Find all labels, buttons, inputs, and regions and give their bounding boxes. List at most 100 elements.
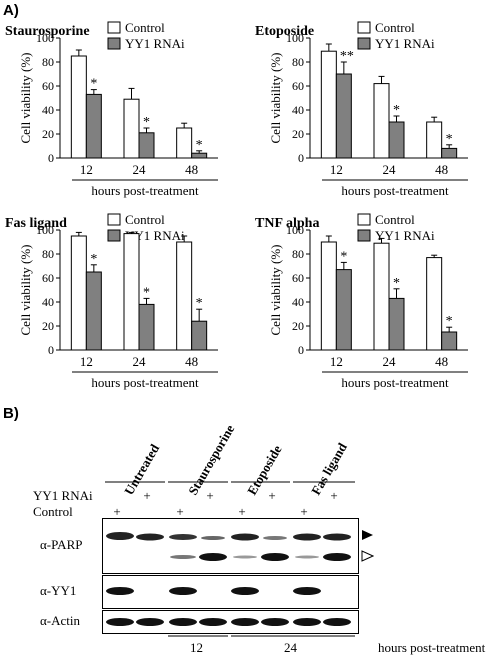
bar — [70, 235, 87, 351]
y-tick-label: 20 — [42, 319, 54, 333]
band — [106, 587, 134, 595]
y-tick-label: 80 — [42, 55, 54, 69]
time-caption: hours post-treatment — [378, 640, 486, 655]
x-axis-label: hours post-treatment — [341, 375, 449, 390]
band — [170, 555, 196, 559]
bar — [176, 241, 193, 351]
y-axis-label: Cell viability (%) — [268, 53, 283, 144]
significance-marker: * — [340, 249, 347, 264]
band — [261, 553, 289, 561]
y-tick-label: 20 — [42, 127, 54, 141]
significance-marker: * — [143, 115, 150, 130]
parp-blot — [102, 518, 359, 574]
legend-swatch — [107, 21, 121, 34]
y-tick-label: 40 — [292, 295, 304, 309]
y-tick-label: 100 — [286, 31, 304, 45]
band — [293, 618, 321, 626]
parp-arrows — [361, 530, 374, 562]
band — [231, 533, 259, 541]
legend-label: Control — [125, 212, 165, 227]
y-tick-label: 40 — [42, 295, 54, 309]
y-axis-label: Cell viability (%) — [18, 53, 33, 144]
bar — [123, 233, 140, 351]
bar — [426, 121, 443, 159]
band — [199, 553, 227, 561]
time-label-12: 12 — [190, 640, 203, 655]
legend-swatch — [107, 229, 121, 242]
bar — [441, 147, 458, 159]
legend-label: Control — [125, 20, 165, 35]
lane-sign: + — [206, 488, 214, 503]
band — [323, 533, 351, 541]
bar — [388, 121, 405, 159]
control-signs: + + + + — [0, 504, 500, 520]
lane-sign: + — [113, 504, 121, 519]
actin-blot — [102, 610, 359, 634]
yy1-label: α-YY1 — [40, 583, 77, 598]
significance-marker: * — [393, 276, 400, 291]
x-tick-label: 12 — [80, 162, 93, 177]
x-tick-label: 48 — [185, 162, 198, 177]
band — [136, 533, 164, 541]
bar — [320, 241, 337, 351]
chart-title: Etoposide — [255, 24, 314, 39]
band — [293, 533, 321, 541]
y-tick-label: 60 — [292, 271, 304, 285]
band — [323, 553, 351, 561]
y-tick-label: 0 — [48, 151, 54, 165]
legend-label: YY1 RNAi — [125, 228, 185, 243]
bar — [123, 98, 140, 159]
legend-label: YY1 RNAi — [375, 228, 435, 243]
legend-swatch — [107, 37, 121, 50]
y-axis-label: Cell viability (%) — [18, 245, 33, 336]
significance-marker: * — [90, 252, 97, 267]
band — [231, 587, 259, 595]
y-tick-label: 40 — [42, 103, 54, 117]
band — [231, 618, 259, 626]
yy1-rnai-signs: + + + + — [0, 488, 500, 504]
legend-label: YY1 RNAi — [375, 36, 435, 51]
yy1-bands — [106, 587, 321, 595]
significance-marker: * — [196, 138, 203, 153]
bar — [85, 93, 102, 159]
band — [295, 555, 319, 559]
y-tick-label: 80 — [42, 247, 54, 261]
y-tick-label: 20 — [292, 127, 304, 141]
x-tick-label: 48 — [185, 354, 198, 369]
lane-sign: + — [330, 488, 338, 503]
band — [323, 618, 351, 626]
legend-swatch — [357, 21, 371, 34]
y-axis-label: Cell viability (%) — [268, 245, 283, 336]
y-tick-label: 100 — [36, 223, 54, 237]
band — [106, 618, 134, 626]
lane-sign: + — [268, 488, 276, 503]
x-tick-label: 48 — [435, 162, 448, 177]
y-tick-label: 20 — [292, 319, 304, 333]
bar — [426, 257, 443, 351]
bar — [373, 242, 390, 351]
x-tick-label: 24 — [133, 354, 147, 369]
band — [233, 555, 257, 559]
parp-bands — [106, 532, 351, 561]
x-tick-label: 12 — [330, 162, 343, 177]
chart-title: Fas ligand — [5, 216, 67, 231]
significance-marker: * — [143, 285, 150, 300]
band — [293, 587, 321, 595]
parp-label: α-PARP — [40, 537, 83, 552]
actin-bands — [106, 618, 351, 626]
significance-marker: * — [446, 132, 453, 147]
band — [136, 618, 164, 626]
significance-marker: * — [90, 77, 97, 92]
western-blot-panel: Untreated Staurosporine Etoposide Fas li… — [0, 400, 500, 661]
band — [201, 536, 225, 540]
band — [261, 618, 289, 626]
y-tick-label: 60 — [42, 271, 54, 285]
bar — [191, 320, 208, 351]
x-tick-label: 24 — [383, 354, 397, 369]
bar — [441, 331, 458, 351]
panel-a-label: A) — [3, 2, 19, 19]
y-tick-label: 80 — [292, 247, 304, 261]
